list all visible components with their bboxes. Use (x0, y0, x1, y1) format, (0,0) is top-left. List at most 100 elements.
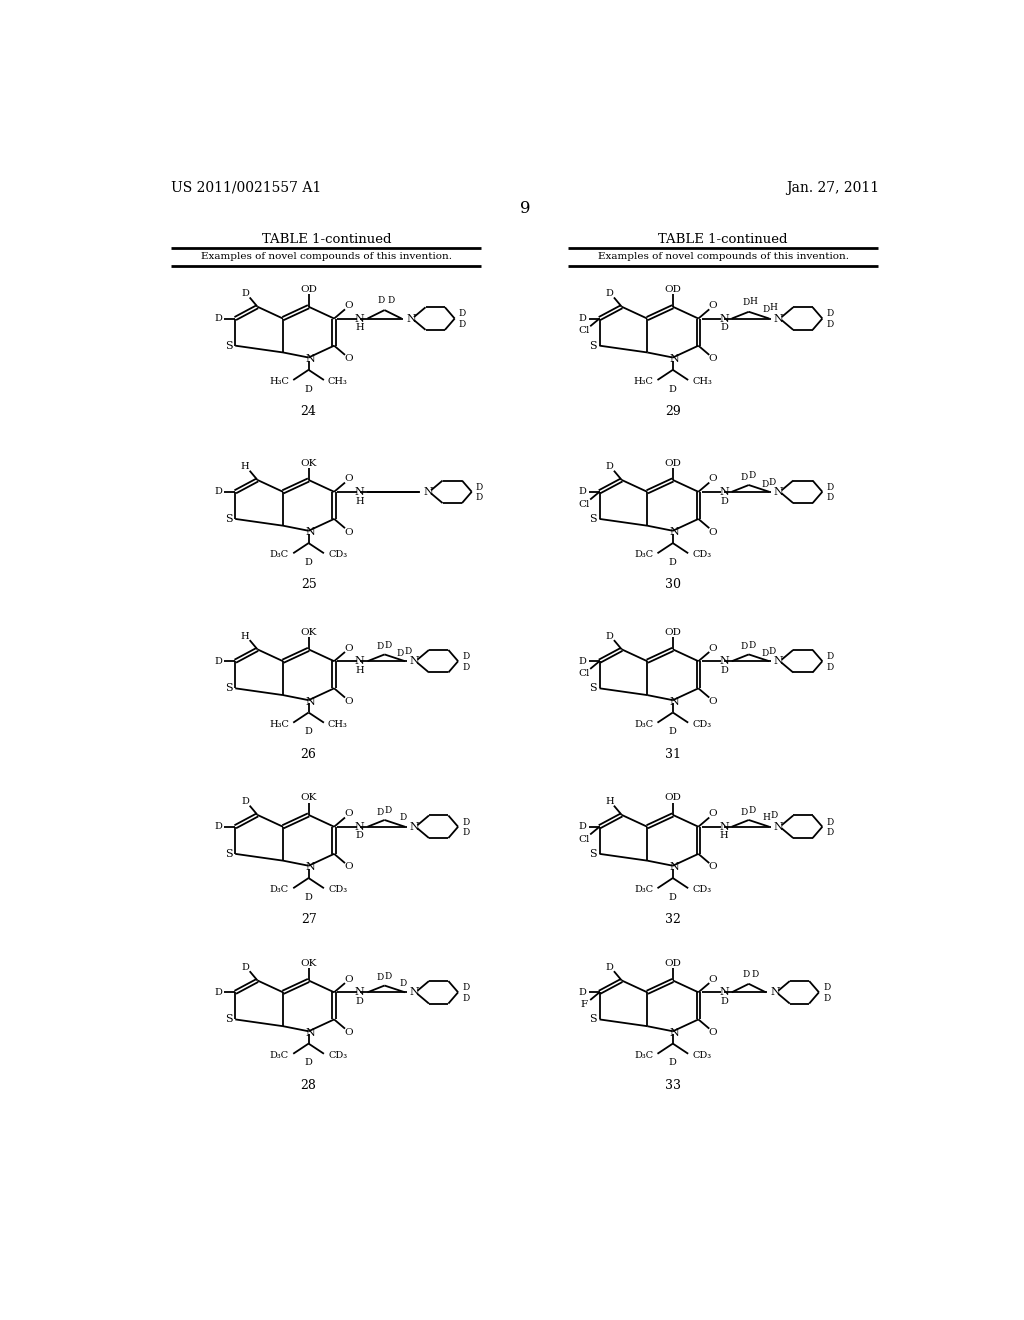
Text: N: N (305, 697, 315, 706)
Text: D: D (740, 643, 748, 651)
Text: D: D (761, 649, 768, 657)
Text: D: D (476, 483, 483, 491)
Text: D: D (752, 970, 759, 979)
Text: H: H (241, 632, 249, 640)
Text: S: S (590, 341, 597, 351)
Text: N: N (410, 987, 419, 998)
Text: D: D (462, 994, 469, 1003)
Text: D: D (579, 314, 587, 323)
Text: D: D (579, 487, 587, 496)
Text: D₃C: D₃C (634, 550, 653, 560)
Text: D: D (376, 808, 384, 817)
Text: D: D (579, 657, 587, 665)
Text: D: D (462, 652, 469, 661)
Text: H₃C: H₃C (269, 378, 289, 385)
Text: N: N (406, 314, 416, 323)
Text: N: N (670, 354, 679, 364)
Text: S: S (590, 684, 597, 693)
Text: D: D (826, 663, 834, 672)
Text: S: S (590, 1014, 597, 1024)
Text: D: D (769, 478, 776, 487)
Text: O: O (709, 862, 718, 871)
Text: Cl: Cl (579, 669, 590, 678)
Text: S: S (590, 849, 597, 859)
Text: D: D (355, 832, 364, 841)
Text: TABLE 1-continued: TABLE 1-continued (658, 232, 787, 246)
Text: 27: 27 (301, 913, 316, 927)
Text: N: N (774, 487, 783, 496)
Text: H: H (355, 496, 365, 506)
Text: OD: OD (665, 793, 681, 803)
Text: D: D (378, 297, 385, 305)
Text: CD₃: CD₃ (329, 1051, 347, 1060)
Text: 25: 25 (301, 578, 316, 591)
Text: D: D (605, 289, 613, 298)
Text: CD₃: CD₃ (692, 550, 712, 560)
Text: D: D (826, 829, 834, 837)
Text: D: D (749, 640, 756, 649)
Text: D: D (241, 797, 249, 807)
Text: 33: 33 (665, 1078, 681, 1092)
Text: D: D (304, 1059, 312, 1068)
Text: N: N (355, 656, 365, 667)
Text: OD: OD (665, 458, 681, 467)
Text: D₃C: D₃C (269, 1051, 289, 1060)
Text: D: D (669, 1059, 677, 1068)
Text: H: H (355, 667, 365, 675)
Text: N: N (719, 487, 729, 496)
Text: N: N (774, 314, 783, 323)
Text: S: S (225, 1014, 232, 1024)
Text: OK: OK (300, 628, 316, 638)
Text: D: D (720, 496, 728, 506)
Text: N: N (355, 314, 365, 323)
Text: D: D (304, 558, 312, 568)
Text: H: H (241, 462, 249, 471)
Text: O: O (709, 809, 718, 818)
Text: D: D (396, 649, 403, 657)
Text: Examples of novel compounds of this invention.: Examples of novel compounds of this inve… (201, 252, 452, 261)
Text: D: D (459, 321, 466, 329)
Text: N: N (719, 314, 729, 323)
Text: H: H (355, 323, 365, 333)
Text: N: N (770, 987, 780, 998)
Text: N: N (305, 354, 315, 364)
Text: D: D (404, 648, 412, 656)
Text: CH₃: CH₃ (328, 719, 348, 729)
Text: D: D (763, 305, 770, 314)
Text: D: D (740, 473, 748, 482)
Text: D: D (669, 558, 677, 568)
Text: 24: 24 (301, 405, 316, 418)
Text: D: D (462, 983, 469, 993)
Text: D: D (605, 632, 613, 640)
Text: F: F (581, 1001, 588, 1008)
Text: O: O (344, 1028, 353, 1038)
Text: H: H (762, 813, 770, 822)
Text: CD₃: CD₃ (329, 886, 347, 894)
Text: D: D (462, 817, 469, 826)
Text: OK: OK (300, 960, 316, 968)
Text: D: D (720, 323, 728, 333)
Text: D: D (214, 487, 222, 496)
Text: D: D (720, 667, 728, 675)
Text: CD₃: CD₃ (692, 1051, 712, 1060)
Text: D₃C: D₃C (634, 1051, 653, 1060)
Text: OK: OK (300, 793, 316, 803)
Text: CH₃: CH₃ (692, 378, 712, 385)
Text: N: N (305, 527, 315, 537)
Text: H₃C: H₃C (269, 719, 289, 729)
Text: O: O (344, 644, 353, 652)
Text: 28: 28 (301, 1078, 316, 1092)
Text: D: D (742, 298, 750, 308)
Text: S: S (225, 684, 232, 693)
Text: O: O (709, 974, 718, 983)
Text: OD: OD (665, 285, 681, 294)
Text: N: N (719, 822, 729, 832)
Text: D: D (749, 807, 756, 816)
Text: O: O (709, 301, 718, 310)
Text: D₃C: D₃C (634, 719, 653, 729)
Text: D: D (826, 817, 834, 826)
Text: N: N (670, 697, 679, 706)
Text: D: D (579, 987, 587, 997)
Text: TABLE 1-continued: TABLE 1-continued (262, 232, 391, 246)
Text: N: N (719, 987, 729, 998)
